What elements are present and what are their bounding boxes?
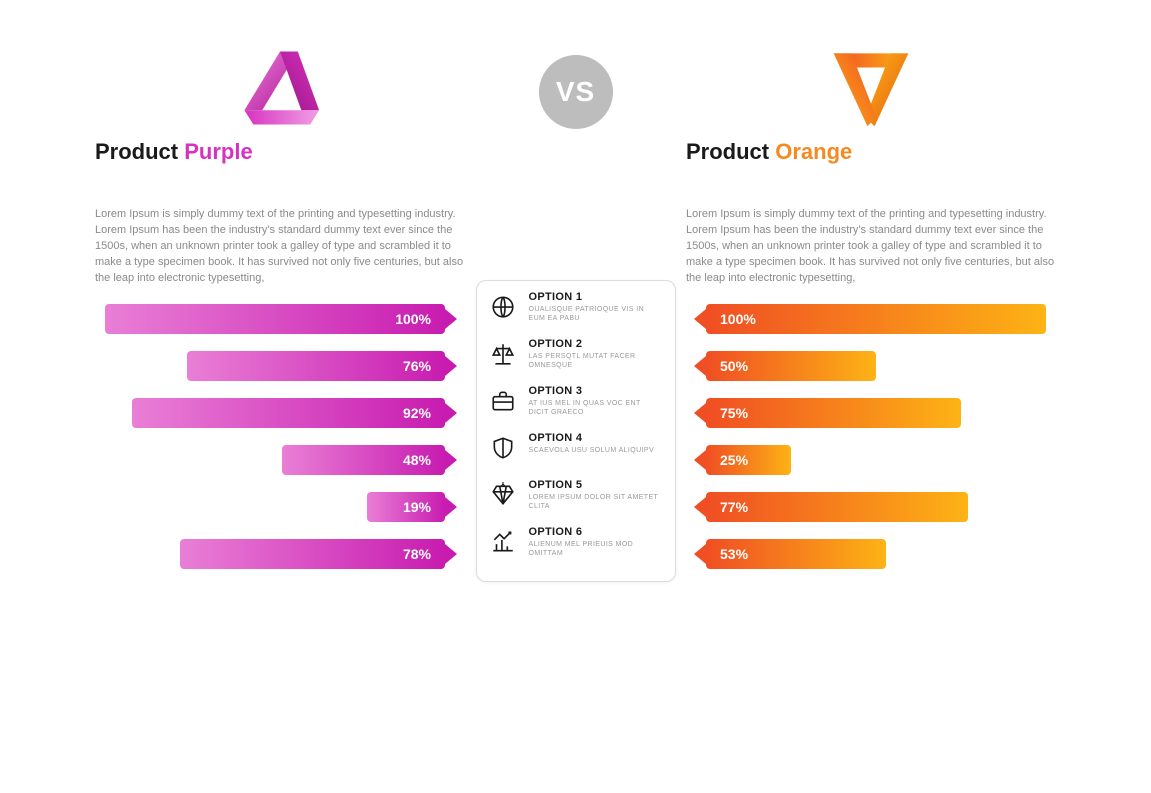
option-row: OPTION 3 AT IUS MEL IN QUAS VOC ENT DICIT… [489, 385, 663, 432]
chart-icon [489, 528, 517, 556]
option-row: OPTION 1 OUALISQUE PATRIOQUE VIS IN EUM E… [489, 291, 663, 338]
left-bar: 100% [105, 304, 445, 334]
left-bar-chart: 100% 76% 92% 48% 19% 78% [95, 295, 445, 577]
right-bar: 77% [706, 492, 968, 522]
option-subtitle: SCAEVOLA USU SOLUM ALIQUIPV [529, 446, 663, 455]
option-row: OPTION 6 ALIENUM MEL PRIEUIS MOD OMITTAM [489, 526, 663, 573]
bar-value-label: 53% [720, 546, 748, 562]
bar-value-label: 50% [720, 358, 748, 374]
vs-label: VS [556, 76, 595, 108]
bar-value-label: 78% [403, 546, 431, 562]
right-bar: 53% [706, 539, 886, 569]
triangle-orange-icon [826, 48, 916, 128]
shield-icon [489, 434, 517, 462]
right-bar: 50% [706, 351, 876, 381]
left-bar-row: 92% [95, 389, 445, 436]
bar-value-label: 77% [720, 499, 748, 515]
right-bar-row: 75% [706, 389, 1056, 436]
title-accent: Orange [775, 139, 852, 164]
right-bar-chart: 100% 50% 75% 25% 77% 53% [706, 295, 1056, 577]
option-text: OPTION 4 SCAEVOLA USU SOLUM ALIQUIPV [529, 432, 663, 455]
left-bar-row: 100% [95, 295, 445, 342]
right-bar-row: 100% [706, 295, 1056, 342]
left-bar: 76% [187, 351, 445, 381]
left-description: Lorem Ipsum is simply dummy text of the … [95, 207, 465, 287]
left-logo [95, 40, 465, 135]
scale-icon [489, 340, 517, 368]
bar-value-label: 48% [403, 452, 431, 468]
bar-value-label: 75% [720, 405, 748, 421]
option-text: OPTION 2 LAS PERSQTL MUTAT FACER OMNESQUE [529, 338, 663, 371]
comparison-infographic: VS Pr [0, 0, 1151, 793]
left-bar: 78% [180, 539, 445, 569]
option-text: OPTION 1 OUALISQUE PATRIOQUE VIS IN EUM E… [529, 291, 663, 324]
option-subtitle: AT IUS MEL IN QUAS VOC ENT DICIT GRAECO [529, 399, 663, 418]
right-bar-row: 53% [706, 530, 1056, 577]
option-title: OPTION 4 [529, 432, 663, 444]
option-row: OPTION 4 SCAEVOLA USU SOLUM ALIQUIPV [489, 432, 663, 479]
option-title: OPTION 5 [529, 479, 663, 491]
right-bar-row: 77% [706, 483, 1056, 530]
option-subtitle: OUALISQUE PATRIOQUE VIS IN EUM EA PABU [529, 305, 663, 324]
right-column: Product Orange Lorem Ipsum is simply dum… [686, 40, 1056, 287]
left-bar: 19% [367, 492, 445, 522]
title-accent: Purple [184, 139, 252, 164]
bar-value-label: 76% [403, 358, 431, 374]
option-subtitle: LAS PERSQTL MUTAT FACER OMNESQUE [529, 352, 663, 371]
bar-value-label: 92% [403, 405, 431, 421]
globe-icon [489, 293, 517, 321]
vs-badge: VS [539, 55, 613, 129]
triangle-purple-icon [235, 48, 325, 128]
bar-value-label: 25% [720, 452, 748, 468]
option-title: OPTION 6 [529, 526, 663, 538]
option-subtitle: LOREM IPSUM DOLOR SIT AMETET CLITA [529, 493, 663, 512]
right-bar: 100% [706, 304, 1046, 334]
right-bar: 25% [706, 445, 791, 475]
option-text: OPTION 3 AT IUS MEL IN QUAS VOC ENT DICIT… [529, 385, 663, 418]
bar-value-label: 19% [403, 499, 431, 515]
left-bar-row: 48% [95, 436, 445, 483]
option-row: OPTION 5 LOREM IPSUM DOLOR SIT AMETET CLI… [489, 479, 663, 526]
option-row: OPTION 2 LAS PERSQTL MUTAT FACER OMNESQUE [489, 338, 663, 385]
option-title: OPTION 2 [529, 338, 663, 350]
gem-icon [489, 481, 517, 509]
option-title: OPTION 3 [529, 385, 663, 397]
right-bar-row: 50% [706, 342, 1056, 389]
left-title: Product Purple [95, 139, 465, 165]
briefcase-icon [489, 387, 517, 415]
left-bar-row: 76% [95, 342, 445, 389]
options-card: OPTION 1 OUALISQUE PATRIOQUE VIS IN EUM E… [476, 280, 676, 582]
title-prefix: Product [686, 139, 775, 164]
left-bar-row: 78% [95, 530, 445, 577]
left-bar-row: 19% [95, 483, 445, 530]
option-text: OPTION 6 ALIENUM MEL PRIEUIS MOD OMITTAM [529, 526, 663, 559]
option-title: OPTION 1 [529, 291, 663, 303]
right-bar: 75% [706, 398, 961, 428]
right-bar-row: 25% [706, 436, 1056, 483]
option-subtitle: ALIENUM MEL PRIEUIS MOD OMITTAM [529, 540, 663, 559]
right-description: Lorem Ipsum is simply dummy text of the … [686, 207, 1056, 287]
left-bar: 92% [132, 398, 445, 428]
right-title: Product Orange [686, 139, 1056, 165]
bar-value-label: 100% [720, 311, 756, 327]
right-logo [686, 40, 1056, 135]
bar-value-label: 100% [395, 311, 431, 327]
left-bar: 48% [282, 445, 445, 475]
option-text: OPTION 5 LOREM IPSUM DOLOR SIT AMETET CLI… [529, 479, 663, 512]
left-column: Product Purple Lorem Ipsum is simply dum… [95, 40, 465, 287]
title-prefix: Product [95, 139, 184, 164]
